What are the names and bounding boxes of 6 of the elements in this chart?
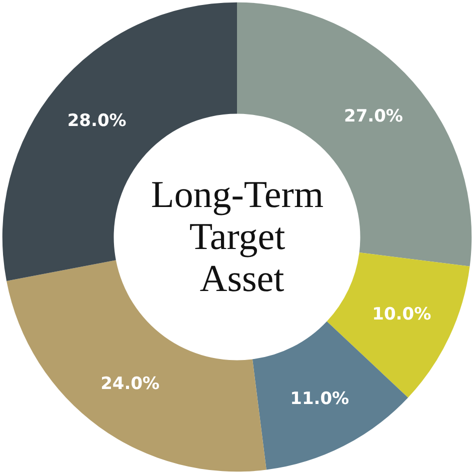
data-label: 11.0%	[290, 389, 350, 410]
data-label: 28.0%	[67, 111, 126, 132]
data-label: 10.0%	[372, 304, 432, 324]
data-label: 24.0%	[100, 374, 160, 394]
text: Long-Term Target Asset	[150, 174, 334, 300]
data-label: 27.0%	[344, 106, 403, 127]
